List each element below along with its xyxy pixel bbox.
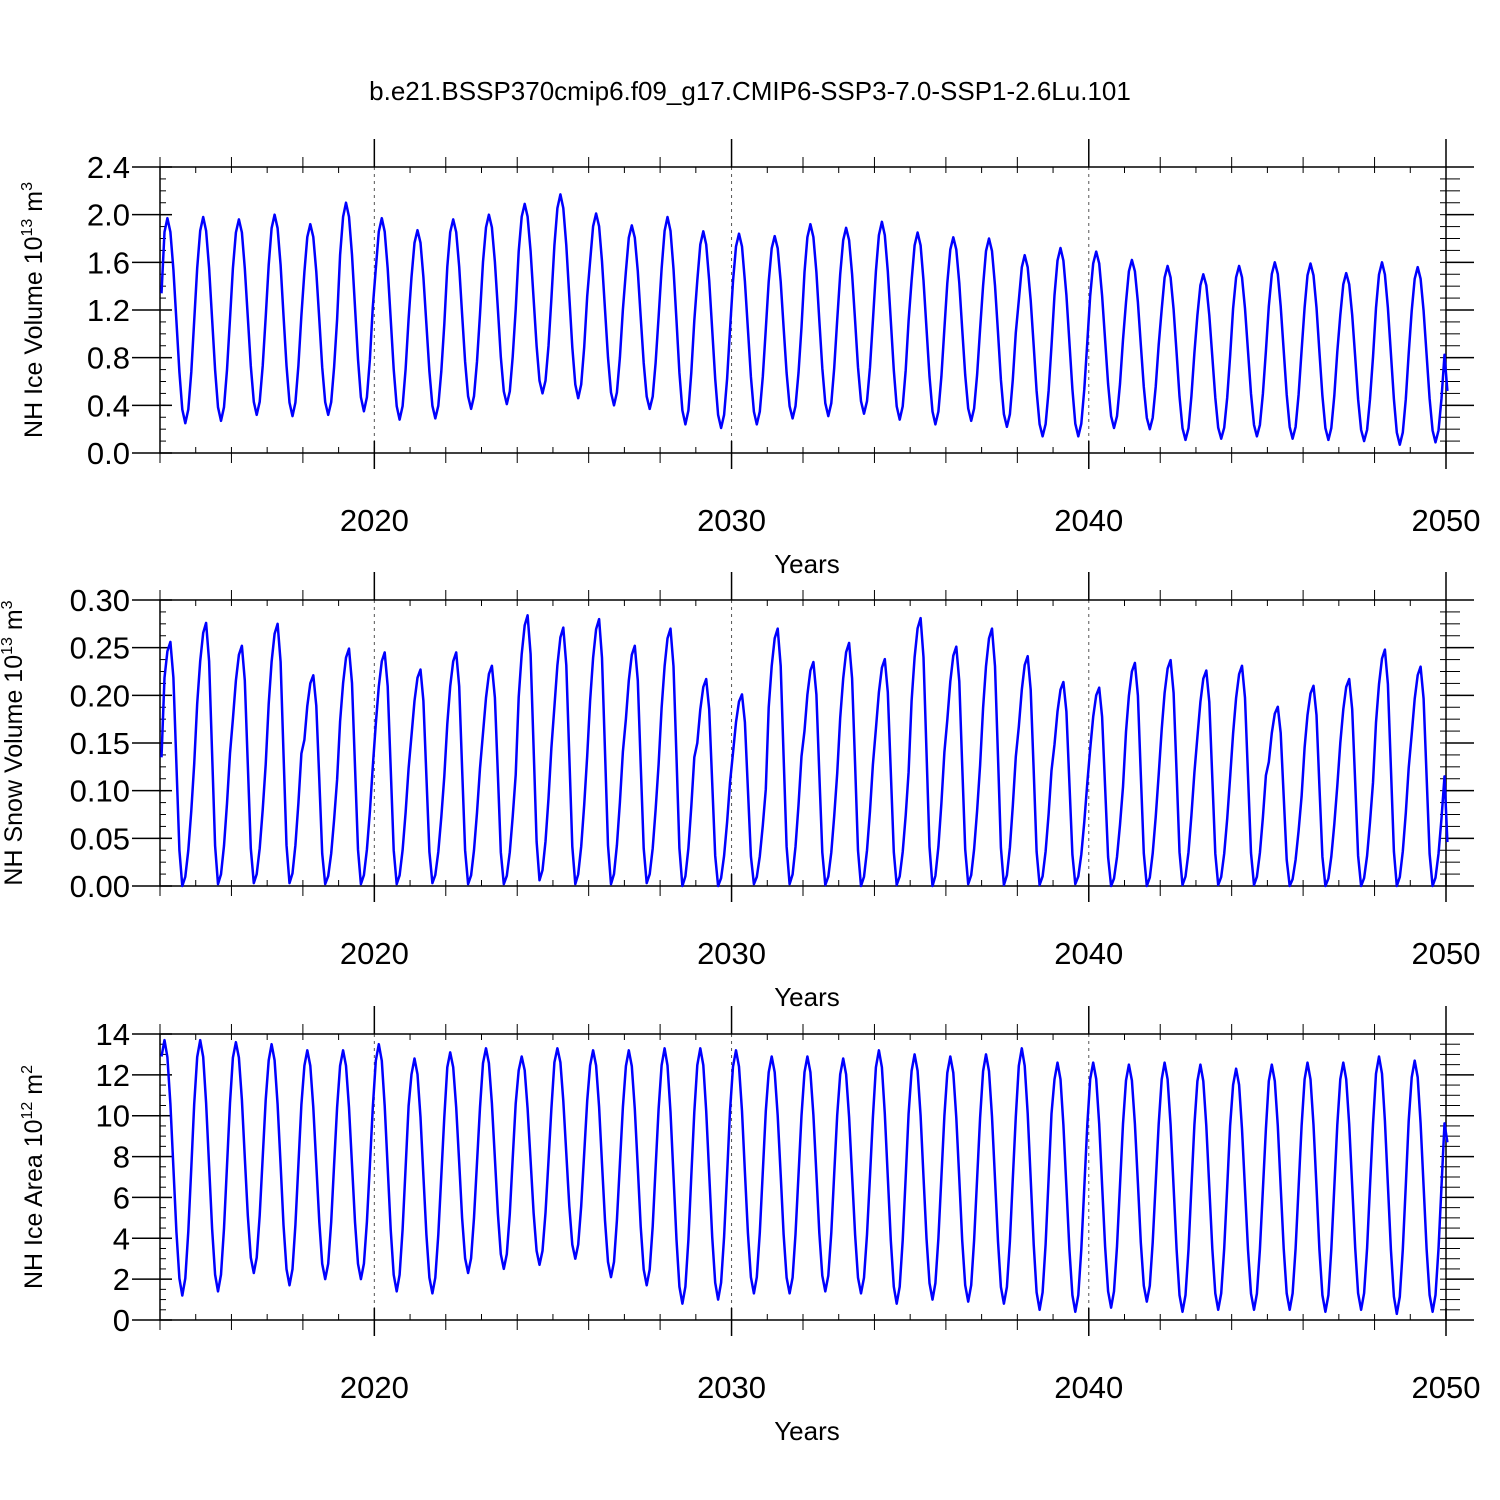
x-axis-label: Years xyxy=(774,1416,840,1446)
y-tick-label: 0.30 xyxy=(70,583,130,618)
y-tick-label: 0.10 xyxy=(70,774,130,809)
y-tick-label: 10 xyxy=(96,1099,130,1134)
y-tick-label: 0.20 xyxy=(70,678,130,713)
y-tick-label: 2 xyxy=(113,1262,130,1297)
x-axis-label: Years xyxy=(774,549,840,579)
x-tick-label: 2020 xyxy=(340,936,409,971)
y-tick-label: 1.6 xyxy=(87,245,130,280)
x-tick-label: 2050 xyxy=(1412,936,1481,971)
y-tick-label: 0.00 xyxy=(70,869,130,904)
y-tick-label: 6 xyxy=(113,1180,130,1215)
y-tick-label: 0.8 xyxy=(87,341,130,376)
y-axis-label: NH Ice Area 1012 m2 xyxy=(19,1065,48,1289)
series-line xyxy=(160,193,1449,446)
y-tick-label: 0 xyxy=(113,1303,130,1338)
y-tick-label: 0.4 xyxy=(87,388,130,423)
y-tick-label: 2.4 xyxy=(87,150,130,185)
x-tick-label: 2030 xyxy=(697,936,766,971)
y-tick-label: 2.0 xyxy=(87,198,130,233)
y-tick-label: 1.2 xyxy=(87,293,130,328)
y-axis-label: NH Snow Volume 1013 m3 xyxy=(0,600,28,885)
y-tick-label: 8 xyxy=(113,1140,130,1175)
y-axis-label: NH Ice Volume 1013 m3 xyxy=(19,182,48,438)
y-tick-label: 0.0 xyxy=(87,436,130,471)
x-axis-label: Years xyxy=(774,982,840,1012)
panel-1: 2020 2030 2040 2050 0.0 0.4 0.8 1.2 1.6 2.0 2.4 Yea… xyxy=(19,139,1480,579)
x-tick-label: 2050 xyxy=(1412,503,1481,538)
figure-title: b.e21.BSSP370cmip6.f09_g17.CMIP6-SSP3-7.… xyxy=(369,76,1131,106)
series-line xyxy=(160,614,1449,888)
panel-3: 2020 2030 2040 2050 0 2 4 6 8 10 12 14 Years NH Ice A… xyxy=(19,1006,1480,1446)
plot-frame xyxy=(159,166,1447,454)
y-tick-label: 0.15 xyxy=(70,726,130,761)
plot-frame xyxy=(159,1033,1447,1321)
x-tick-label: 2050 xyxy=(1412,1370,1481,1405)
x-tick-label: 2020 xyxy=(340,1370,409,1405)
x-tick-label: 2030 xyxy=(697,503,766,538)
panel-2: 2020 2030 2040 2050 0.00 0.05 0.10 0.15 0.20 0.25… xyxy=(0,572,1480,1012)
x-tick-label: 2040 xyxy=(1054,1370,1123,1405)
y-tick-label: 12 xyxy=(96,1058,130,1093)
x-tick-label: 2040 xyxy=(1054,936,1123,971)
y-tick-label: 0.05 xyxy=(70,821,130,856)
y-tick-label: 14 xyxy=(96,1017,130,1052)
y-tick-label: 4 xyxy=(113,1221,130,1256)
x-tick-label: 2040 xyxy=(1054,503,1123,538)
series-line xyxy=(160,1038,1449,1316)
x-tick-label: 2030 xyxy=(697,1370,766,1405)
plot-frame xyxy=(159,599,1447,887)
y-tick-label: 0.25 xyxy=(70,631,130,666)
x-tick-label: 2020 xyxy=(340,503,409,538)
